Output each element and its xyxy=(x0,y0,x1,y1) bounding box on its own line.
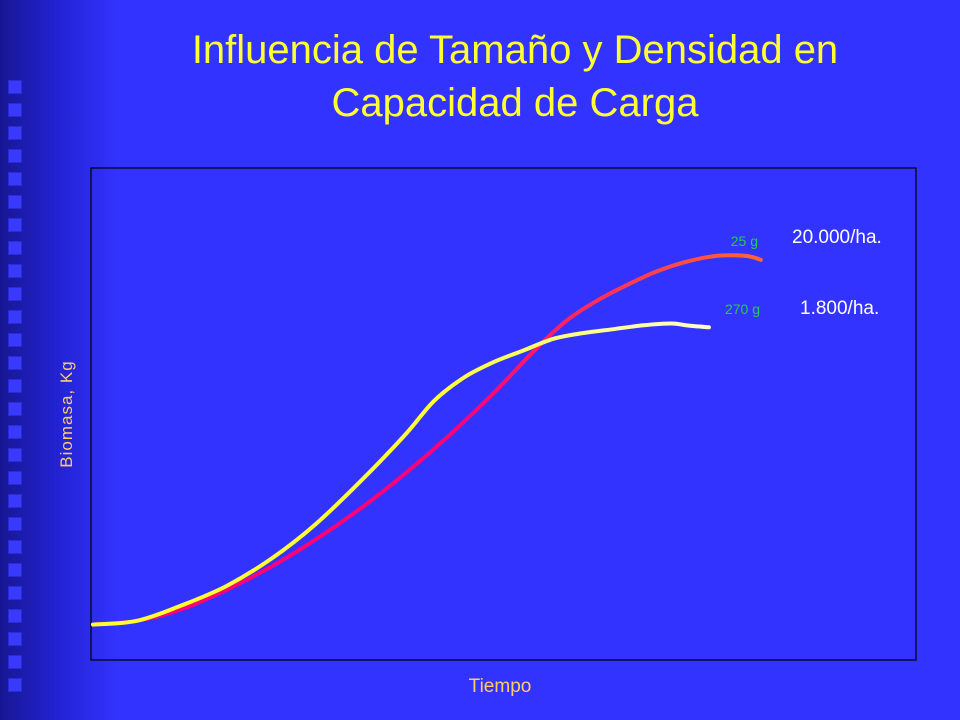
sidebar-square xyxy=(8,563,22,577)
sidebar-square xyxy=(8,126,22,140)
sidebar-square xyxy=(8,264,22,278)
sidebar-square xyxy=(8,517,22,531)
sidebar-square xyxy=(8,655,22,669)
sidebar-square xyxy=(8,402,22,416)
sidebar-square xyxy=(8,586,22,600)
series-line-270g xyxy=(91,321,711,627)
sidebar-square xyxy=(8,425,22,439)
sidebar-square xyxy=(8,333,22,347)
sidebar-square xyxy=(8,103,22,117)
sidebar-square xyxy=(8,195,22,209)
sidebar-square xyxy=(8,149,22,163)
sidebar-square xyxy=(8,471,22,485)
series-label-270g: 270 g xyxy=(725,301,760,317)
sidebar-square xyxy=(8,540,22,554)
y-axis-title: Biomasa, Kg xyxy=(57,360,76,467)
series-line-25g xyxy=(91,253,763,627)
series-layer xyxy=(91,253,763,627)
slide-title: Influencia de Tamaño y Densidad en Capac… xyxy=(191,28,839,125)
x-axis-title: Tiempo xyxy=(469,676,532,697)
sidebar-square xyxy=(8,172,22,186)
plot-frame xyxy=(90,167,917,661)
sidebar-square xyxy=(8,80,22,94)
sidebar-square xyxy=(8,632,22,646)
sidebar-square xyxy=(8,494,22,508)
density-label-1800: 1.800/ha. xyxy=(800,298,879,319)
sidebar-square-pattern xyxy=(0,0,30,720)
sidebar-square xyxy=(8,241,22,255)
sidebar-square xyxy=(8,678,22,692)
sidebar-square xyxy=(8,356,22,370)
sidebar-square xyxy=(8,609,22,623)
sidebar-square xyxy=(8,218,22,232)
series-label-25g: 25 g xyxy=(731,233,758,249)
sidebar-square xyxy=(8,287,22,301)
sidebar-square xyxy=(8,379,22,393)
sidebar-square xyxy=(8,310,22,324)
density-label-20000: 20.000/ha. xyxy=(792,227,882,248)
sidebar-square xyxy=(8,448,22,462)
